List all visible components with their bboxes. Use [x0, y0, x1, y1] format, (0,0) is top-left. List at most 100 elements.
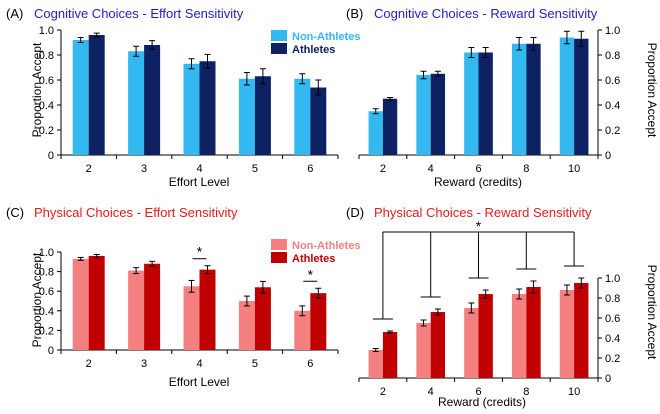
significance-star: *	[476, 218, 482, 234]
plot-d: 0 0.2 0.4 0.6 0.8 1.0 2 4 6 8 10 *	[358, 218, 620, 398]
bar-athletes-8	[526, 43, 541, 155]
panel-c-xlabel: Effort Level	[169, 375, 229, 389]
x-tick-label: 4	[428, 386, 434, 398]
x-tick-label: 4	[196, 358, 202, 370]
y-tick-label: 1.0	[605, 25, 620, 37]
bar-athletes-6	[478, 52, 493, 155]
x-tick-label: 2	[86, 163, 92, 175]
plot-b: 0 0.2 0.4 0.6 0.8 1.0 2 4 6 8 10	[358, 25, 620, 175]
x-tick-label: 5	[252, 358, 258, 370]
x-tick-label: 4	[428, 163, 434, 175]
y-tick-label: 0.6	[605, 313, 620, 325]
legend-swatch-athletes	[271, 43, 287, 54]
legend-label-non-athletes: Non-Athletes	[292, 31, 360, 43]
bar-non-athletes-4	[416, 323, 431, 378]
y-tick-label: 0.2	[39, 125, 54, 137]
x-tick-label: 2	[380, 386, 386, 398]
panel-a: (A) Cognitive Choices - Effort Sensitivi…	[6, 6, 360, 189]
x-tick-label: 8	[523, 163, 529, 175]
x-tick-label: 6	[475, 386, 481, 398]
bar-non-athletes-6	[294, 78, 311, 155]
panel-b-label: (B)	[346, 6, 363, 21]
panel-a-title: Cognitive Choices - Effort Sensitivity	[34, 6, 244, 21]
x-tick-label: 3	[141, 163, 147, 175]
y-tick-label: 0.8	[605, 293, 620, 305]
y-tick-label: 0	[48, 150, 54, 162]
panel-b-ylabel: Proportion Accept	[645, 43, 659, 138]
bar-athletes-8	[526, 287, 541, 378]
panel-a-ylabel: Proportion Accept	[30, 42, 44, 137]
legend-swatch-non-athletes	[271, 30, 287, 41]
bar-athletes-4	[430, 73, 446, 155]
y-tick-label: 0	[48, 345, 54, 357]
bar-non-athletes-6	[464, 52, 479, 155]
bar-non-athletes-3	[128, 51, 145, 155]
bar-athletes-6	[478, 294, 493, 378]
bar-athletes-2	[88, 255, 105, 350]
y-tick-label: 0.2	[605, 125, 620, 137]
bar-non-athletes-6	[294, 310, 311, 350]
panel-d-label: (D)	[346, 205, 364, 220]
panel-c-ylabel: Proportion Accept	[30, 252, 44, 347]
panel-a-label: (A)	[6, 6, 23, 21]
x-tick-label: 6	[307, 358, 313, 370]
y-tick-label: 0.2	[39, 325, 54, 337]
bar-non-athletes-6	[464, 308, 479, 378]
y-tick-label: 0.4	[39, 306, 54, 318]
x-tick-label: 6	[475, 163, 481, 175]
x-tick-label: 5	[252, 163, 258, 175]
bar-non-athletes-8	[511, 43, 527, 155]
bar-non-athletes-5	[238, 78, 255, 155]
legend-label-athletes: Athletes	[292, 44, 335, 56]
bar-athletes-2	[382, 332, 398, 378]
y-tick-label: 0.6	[605, 75, 620, 87]
bar-athletes-5	[254, 287, 271, 350]
bar-non-athletes-10	[559, 290, 575, 378]
bar-athletes-2	[88, 35, 105, 155]
panel-a-xlabel: Effort Level	[169, 175, 229, 189]
bar-athletes-4	[430, 312, 446, 378]
y-tick-label: 0	[605, 150, 611, 162]
x-tick-label: 3	[141, 358, 147, 370]
bar-non-athletes-4	[183, 63, 200, 155]
y-tick-label: 0.8	[605, 50, 620, 62]
bar-athletes-6	[310, 87, 327, 155]
bar-non-athletes-10	[559, 37, 575, 155]
panel-b: (B) Cognitive Choices - Reward Sensitivi…	[346, 6, 659, 189]
panel-d: (D) Physical Choices - Reward Sensitivit…	[346, 205, 659, 409]
x-tick-label: 6	[307, 163, 313, 175]
y-tick-label: 0.4	[605, 333, 620, 345]
x-tick-label: 10	[568, 386, 580, 398]
panel-d-title: Physical Choices - Reward Sensitivity	[374, 205, 592, 220]
bar-non-athletes-4	[416, 75, 431, 155]
panel-c: (C) Physical Choices - Effort Sensitivit…	[6, 205, 360, 389]
significance-star: *	[197, 244, 203, 260]
bar-non-athletes-2	[72, 258, 89, 350]
bar-athletes-6	[310, 293, 327, 350]
x-tick-label: 4	[196, 163, 202, 175]
x-tick-label: 10	[568, 163, 580, 175]
bar-non-athletes-2	[368, 111, 383, 155]
bar-non-athletes-3	[128, 270, 145, 350]
bar-athletes-10	[574, 283, 589, 378]
legend-swatch-athletes	[271, 252, 287, 263]
y-tick-label: 1.0	[605, 273, 620, 285]
plots-layer: 0 0.2 0.4 0.6 0.8 1.0 2 3 4 5 6 0 0.2 0.4 0.6 0.8 1.0 2 4 6…	[39, 25, 621, 398]
bar-non-athletes-2	[368, 350, 383, 378]
bar-athletes-3	[144, 263, 161, 350]
y-tick-label: 0.2	[605, 353, 620, 365]
panel-d-xlabel: Reward (credits)	[438, 395, 526, 409]
bar-athletes-2	[382, 98, 398, 155]
panel-c-title: Physical Choices - Effort Sensitivity	[34, 205, 238, 220]
panel-b-title: Cognitive Choices - Reward Sensitivity	[374, 6, 598, 21]
bar-athletes-3	[144, 45, 161, 155]
plot-c: 0 0.2 0.4 0.6 0.8 1.0 2 3 4 5 6 * *	[39, 244, 339, 370]
bar-athletes-4	[199, 269, 216, 350]
bar-athletes-10	[574, 38, 589, 155]
bar-non-athletes-5	[238, 301, 255, 350]
plot-a: 0 0.2 0.4 0.6 0.8 1.0 2 3 4 5 6	[39, 25, 339, 175]
bar-non-athletes-4	[183, 286, 200, 350]
bar-non-athletes-2	[72, 40, 89, 155]
x-tick-label: 8	[523, 386, 529, 398]
